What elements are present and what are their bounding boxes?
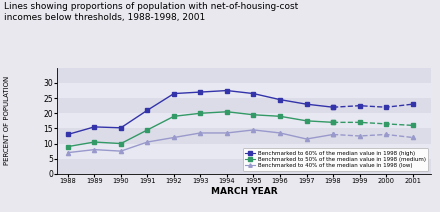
Bar (57, 128, 431, 144)
Bar (57, 144, 431, 159)
Text: Lines showing proportions of population with net-of-housing-cost
incomes below t: Lines showing proportions of population … (4, 2, 299, 22)
Bar (57, 83, 431, 98)
Bar (57, 98, 431, 113)
Legend: Benchmarked to 60% of the median value in 1998 (high), Benchmarked to 50% of the: Benchmarked to 60% of the median value i… (242, 148, 429, 171)
Bar (57, 159, 431, 174)
Text: PERCENT OF POPULATION: PERCENT OF POPULATION (4, 76, 10, 165)
X-axis label: MARCH YEAR: MARCH YEAR (211, 187, 278, 196)
Bar (57, 113, 431, 128)
